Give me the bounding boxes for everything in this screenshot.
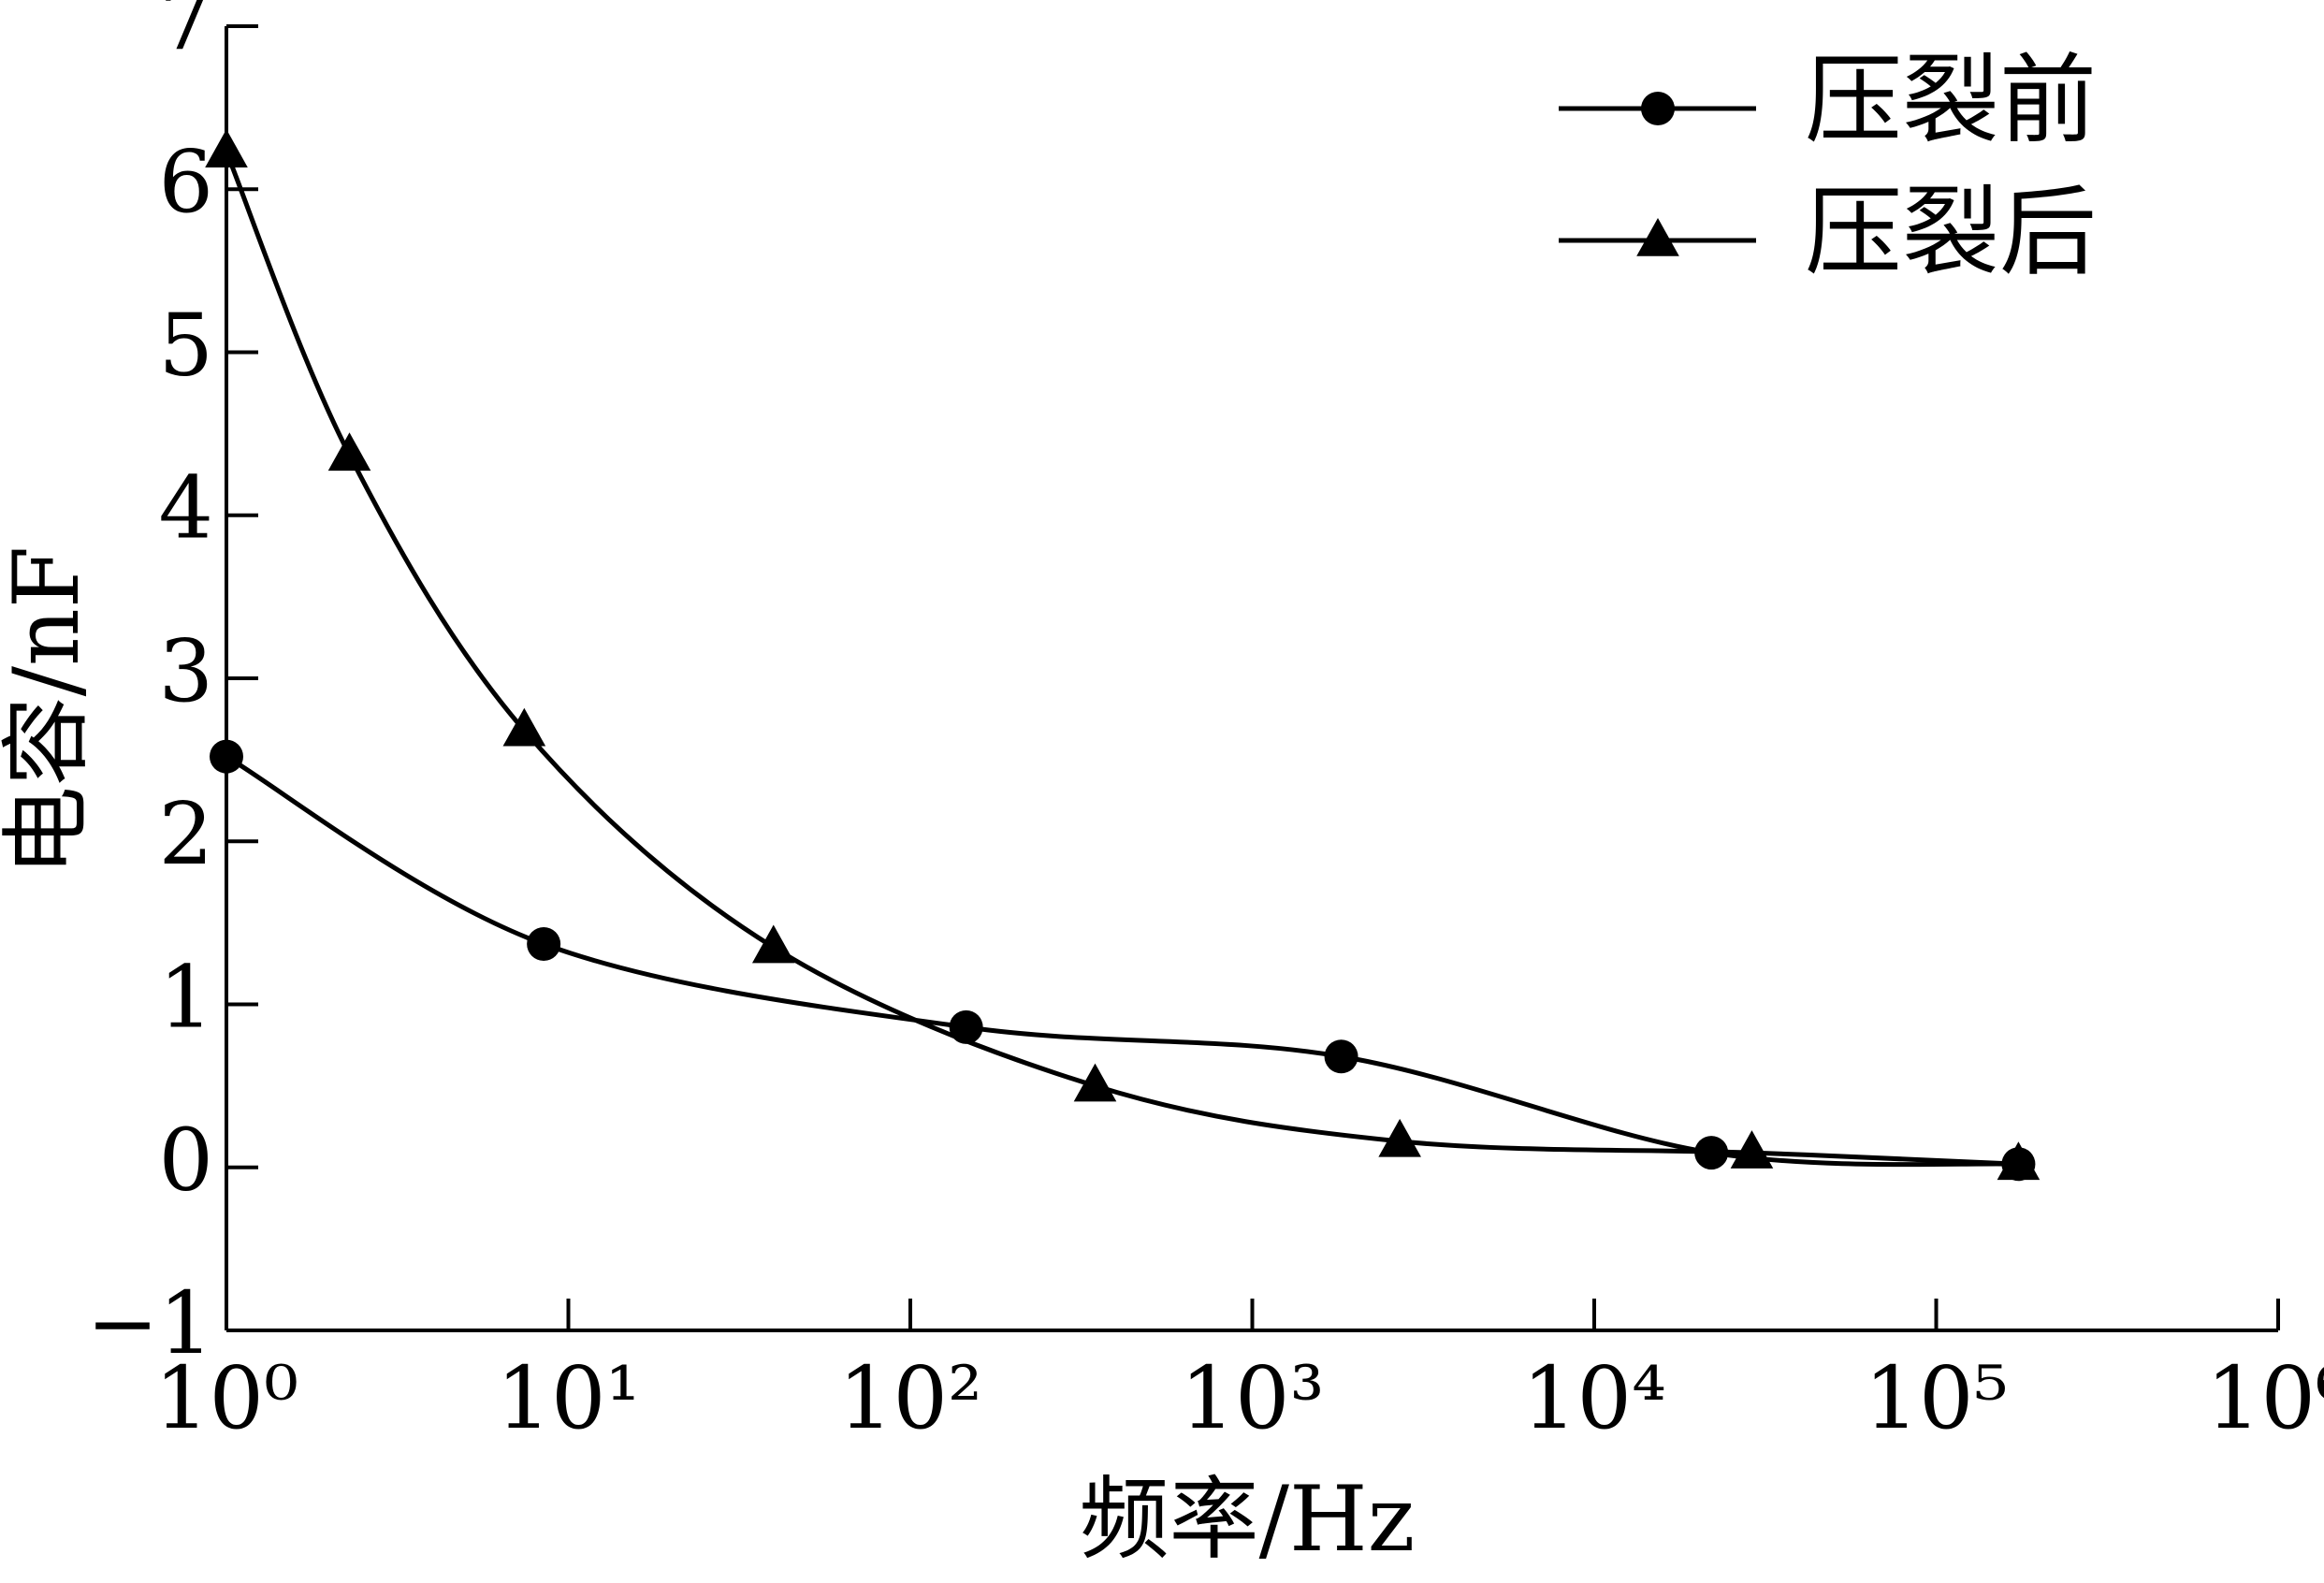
y-tick-label: 3 [158,621,213,721]
y-tick-label: 6 [158,132,213,232]
x-tick-label: 10⁴ [1522,1348,1666,1448]
triangle-marker [502,707,546,747]
y-tick-label: 1 [158,947,213,1047]
x-tick-label: 10¹ [497,1348,641,1448]
y-tick-label: −1 [86,1273,213,1373]
y-tick-label: 0 [158,1111,213,1211]
circle-marker [1324,1039,1358,1074]
triangle-marker [1730,1130,1774,1169]
legend-label: 压裂后 [1805,175,2097,289]
x-tick-label: 10⁵ [1865,1348,2009,1448]
triangle-marker [1636,218,1679,256]
triangle-marker [1997,1141,2041,1181]
y-tick-label: 4 [158,458,213,559]
x-tick-label: 10³ [1181,1348,1325,1448]
x-tick-label: 10⁰ [154,1348,298,1448]
circle-marker [1641,92,1675,125]
triangle-marker [751,924,795,964]
y-tick-label: 7 [158,0,213,69]
triangle-marker [1378,1118,1421,1157]
y-axis-title: 电容/nF [0,546,99,877]
series-line [225,754,2019,1168]
triangle-marker [327,432,371,472]
circle-marker [527,927,561,962]
y-tick-label: 5 [158,295,213,395]
triangle-marker [205,129,248,167]
y-tick-label: 2 [158,784,213,884]
x-tick-label: 10² [838,1348,982,1448]
circle-marker [210,739,243,774]
series-line [224,151,2019,1167]
legend-label: 压裂前 [1805,43,2097,157]
triangle-marker [1073,1063,1117,1102]
x-tick-label: 10⁶ [2206,1348,2324,1448]
x-axis-title: 频率/Hz [1080,1467,1416,1572]
